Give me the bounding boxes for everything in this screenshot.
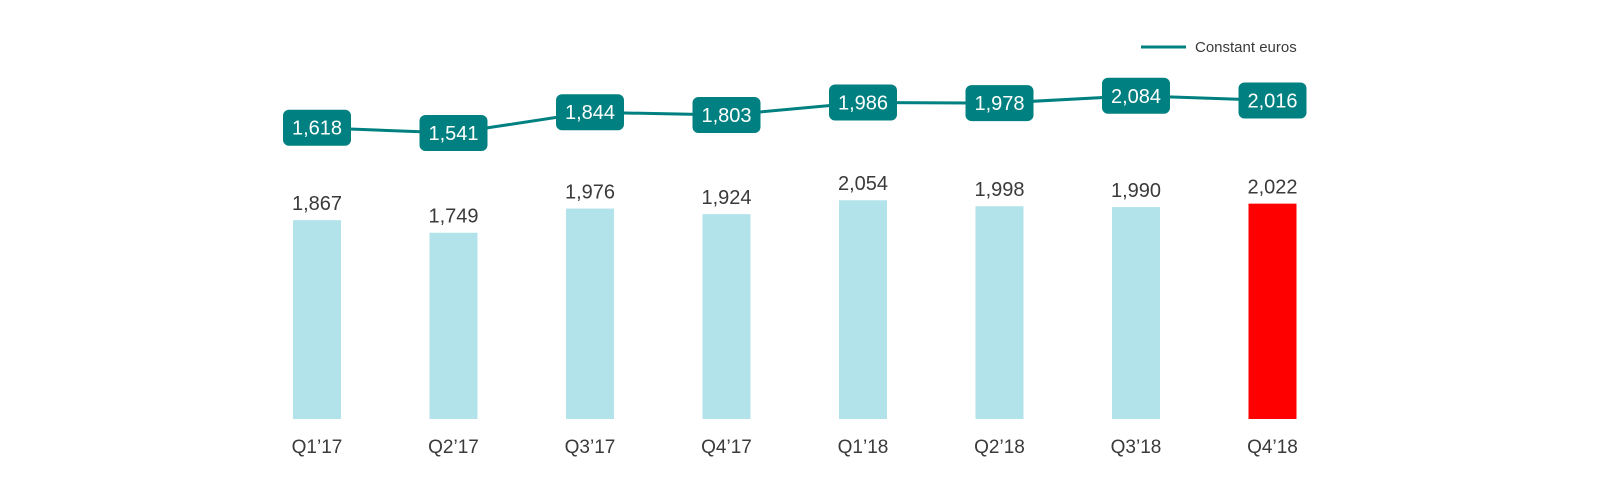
legend: Constant euros bbox=[1141, 39, 1297, 56]
x-tick-label: Q1’18 bbox=[838, 437, 889, 458]
line-series-constant-euros: 1,618 1,541 1,844 1,803 1,986 1,978 2,084 2,016 bbox=[283, 77, 1307, 151]
bar-4 bbox=[702, 214, 751, 419]
bar-3 bbox=[566, 208, 614, 419]
x-tick-label: Q4’17 bbox=[701, 437, 752, 458]
bar-7 bbox=[1112, 207, 1160, 419]
bar-value-label: 1,976 bbox=[565, 182, 615, 204]
line-value-label: 2,084 bbox=[1111, 86, 1161, 108]
line-value-label: 1,978 bbox=[974, 93, 1024, 115]
line-point-badge bbox=[1102, 77, 1170, 114]
bar-6 bbox=[975, 206, 1024, 419]
bar-8 bbox=[1248, 203, 1297, 419]
bar-value-label: 2,054 bbox=[838, 173, 888, 195]
line-point-badge bbox=[965, 85, 1034, 122]
x-tick-label: Q3’18 bbox=[1111, 437, 1162, 458]
bar-value-label: 1,990 bbox=[1111, 180, 1161, 202]
bar-5 bbox=[839, 200, 887, 419]
x-tick-label: Q4’18 bbox=[1247, 437, 1298, 458]
x-tick-label: Q2’18 bbox=[974, 437, 1025, 458]
x-tick-label: Q1’17 bbox=[292, 437, 343, 458]
bar-series: 1,867 1,749 1,976 1,924 2,054 1,998 1,990 2,022 bbox=[292, 173, 1298, 419]
bar-1 bbox=[293, 220, 341, 419]
line-point-badge bbox=[419, 115, 488, 151]
line-point-badge bbox=[283, 109, 351, 146]
bar-value-label: 1,924 bbox=[701, 187, 751, 209]
bar-value-label: 1,867 bbox=[292, 193, 342, 215]
line-value-label: 1,986 bbox=[838, 93, 888, 115]
line-point-badge bbox=[556, 94, 624, 131]
line-value-label: 1,803 bbox=[701, 105, 751, 127]
x-tick-label: Q3’17 bbox=[565, 437, 616, 458]
x-axis-tick-labels: Q1’17 Q2’17 Q3’17 Q4’17 Q1’18 Q2’18 Q3’18 Q4’18 bbox=[292, 437, 1298, 458]
bar-value-label: 1,998 bbox=[974, 179, 1024, 201]
legend-label: Constant euros bbox=[1195, 39, 1297, 56]
line-point-badge bbox=[1238, 82, 1307, 119]
line-value-label: 1,844 bbox=[565, 102, 615, 124]
bar-value-label: 1,749 bbox=[428, 206, 478, 228]
line-point-badge bbox=[692, 97, 761, 134]
line-value-label: 2,016 bbox=[1247, 90, 1297, 112]
x-tick-label: Q2’17 bbox=[428, 437, 479, 458]
line-point-badge bbox=[829, 84, 897, 121]
line-value-label: 1,541 bbox=[428, 123, 478, 145]
line-value-label: 1,618 bbox=[292, 118, 342, 140]
bar-2 bbox=[429, 232, 478, 419]
bar-value-label: 2,022 bbox=[1247, 177, 1297, 199]
